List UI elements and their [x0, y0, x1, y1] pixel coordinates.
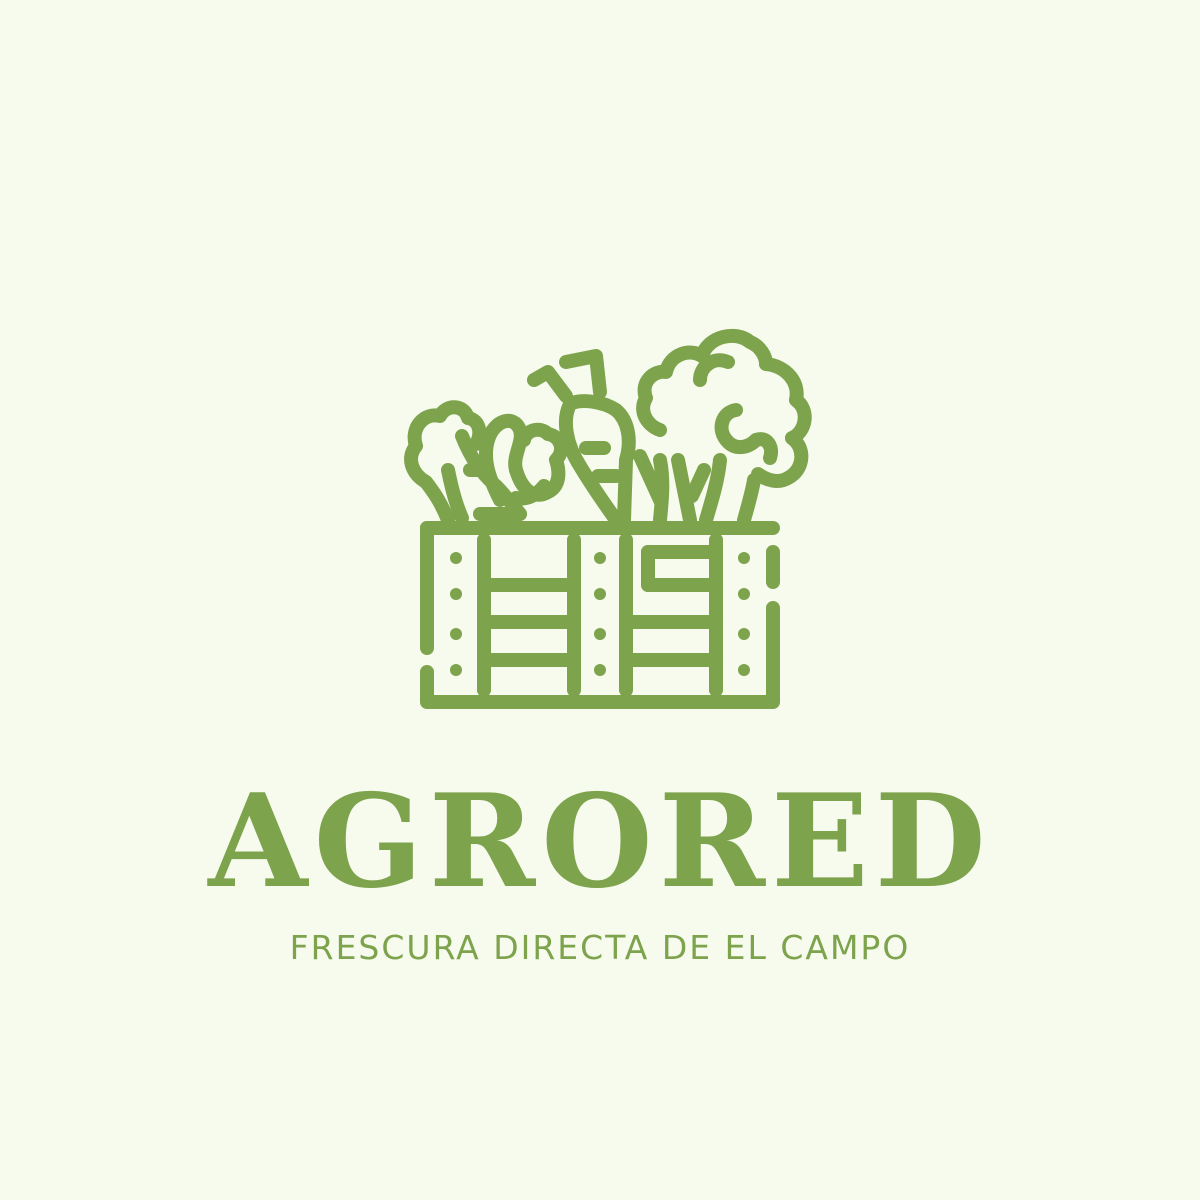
vegetable-crate-icon	[404, 328, 812, 709]
crate-rivets	[450, 552, 750, 676]
crate	[420, 521, 780, 709]
chard-icon	[473, 413, 568, 521]
carrot-icon	[527, 349, 636, 527]
brand-name: AGRORED	[208, 767, 992, 917]
broccoli-icon	[633, 328, 812, 527]
brand-tagline: FRESCURA DIRECTA DE EL CAMPO	[289, 928, 911, 967]
